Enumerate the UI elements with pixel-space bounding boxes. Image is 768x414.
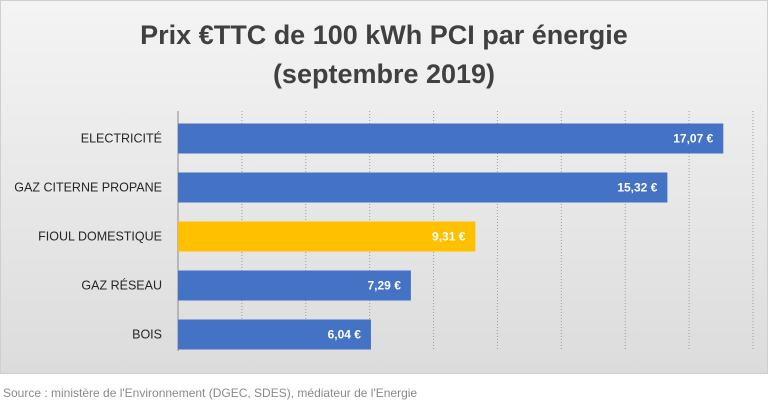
category-label-gaz-reseau: GAZ RÉSEAU bbox=[81, 278, 162, 293]
bar-gaz-citerne-propane bbox=[178, 172, 668, 203]
category-label-electricite: ELECTRICITÉ bbox=[81, 131, 162, 146]
value-label-bois: 6,04 € bbox=[328, 328, 362, 342]
value-label-gaz-citerne-propane: 15,32 € bbox=[617, 181, 657, 195]
bar-series: 17,07 € 15,32 € 9,31 € 7,29 € 6,04 € bbox=[178, 123, 724, 350]
value-label-electricite: 17,07 € bbox=[673, 132, 713, 146]
chart-panel: Prix €TTC de 100 kWh PCI par énergie (se… bbox=[0, 0, 768, 374]
chart-svg: Prix €TTC de 100 kWh PCI par énergie (se… bbox=[14, 20, 754, 351]
category-labels: ELECTRICITÉ GAZ CITERNE PROPANE FIOUL DOME… bbox=[14, 131, 162, 342]
bar-fioul-domestique bbox=[178, 221, 476, 252]
chart-title-line2: (septembre 2019) bbox=[273, 59, 495, 89]
chart-title-line1: Prix €TTC de 100 kWh PCI par énergie bbox=[140, 20, 628, 50]
bar-electricite bbox=[178, 123, 724, 154]
value-label-fioul-domestique: 9,31 € bbox=[432, 230, 466, 244]
value-label-gaz-reseau: 7,29 € bbox=[368, 279, 402, 293]
bar-bois bbox=[178, 319, 371, 350]
source-note: Source : ministère de l'Environnement (D… bbox=[3, 386, 418, 400]
category-label-fioul-domestique: FIOUL DOMESTIQUE bbox=[38, 230, 162, 244]
category-label-bois: BOIS bbox=[132, 328, 162, 342]
bar-gaz-reseau bbox=[178, 270, 411, 301]
category-label-gaz-citerne-propane: GAZ CITERNE PROPANE bbox=[14, 181, 162, 195]
